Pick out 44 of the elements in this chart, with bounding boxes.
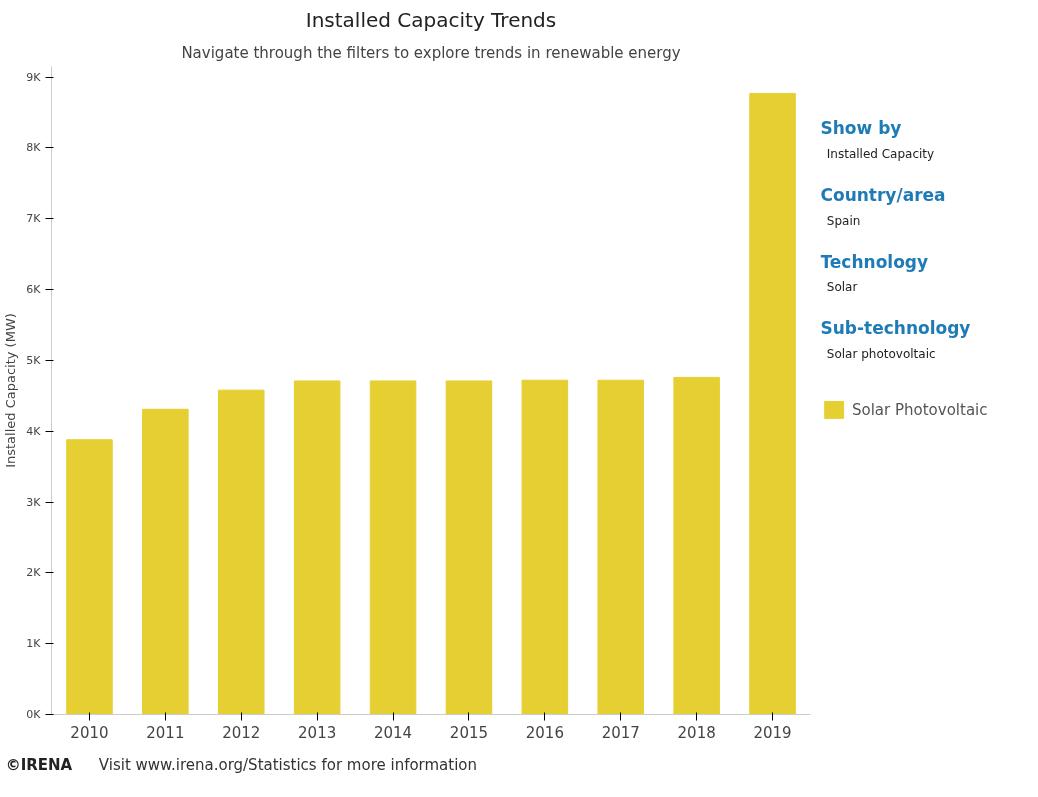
bar [217, 389, 265, 715]
y-tick-label: 3K [26, 495, 42, 509]
text: Installed Capacity [826, 146, 935, 161]
y-tick-label: 5K [26, 353, 42, 367]
x-tick-label: 2010 [70, 723, 109, 742]
text: Sub-technology [820, 318, 971, 339]
text: ©IRENA [5, 755, 73, 774]
chart-subtitle: Navigate through the filters to explore trends in renewable energy [181, 43, 681, 62]
bar [66, 439, 113, 715]
x-tick-label: 2016 [525, 723, 564, 742]
y-tick-label: 9K [26, 70, 42, 84]
y-tick-label: 1K [26, 637, 42, 651]
text: Show by [820, 118, 902, 139]
text: Solar photovoltaic [826, 347, 936, 362]
y-tick-label: 4K [26, 424, 42, 438]
y-tick-label: 7K [26, 212, 42, 226]
y-tick-label: 6K [26, 283, 42, 297]
bar [597, 379, 645, 715]
x-tick-label: 2017 [601, 723, 640, 742]
y-tick-label: 0K [26, 708, 42, 721]
bar [521, 379, 569, 715]
y-tick-label: 8K [26, 141, 42, 155]
bar [142, 408, 189, 715]
x-tick-label: 2012 [222, 723, 261, 742]
text: Spain [826, 213, 861, 228]
text: Visit www.irena.org/Statistics for more information [98, 755, 478, 774]
bar [369, 380, 417, 715]
bar [293, 380, 341, 715]
text: Technology [820, 251, 929, 272]
x-tick-label: 2015 [449, 723, 489, 742]
x-tick-label: 2011 [146, 723, 185, 742]
x-tick-label: 2013 [298, 723, 337, 742]
text: Solar [826, 280, 858, 295]
y-axis-title: Installed Capacity (MW) [3, 313, 19, 468]
x-tick-label: 2019 [753, 723, 792, 742]
y-tick-label: 2K [26, 566, 42, 580]
bar [445, 380, 493, 715]
bar [673, 376, 720, 715]
bar [749, 92, 796, 715]
chart-title: Installed Capacity Trends [305, 7, 557, 32]
text: Country/area [820, 184, 946, 205]
legend-label: Solar Photovoltaic [852, 400, 988, 419]
x-tick-label: 2014 [373, 723, 413, 742]
x-tick-label: 2018 [677, 723, 716, 742]
